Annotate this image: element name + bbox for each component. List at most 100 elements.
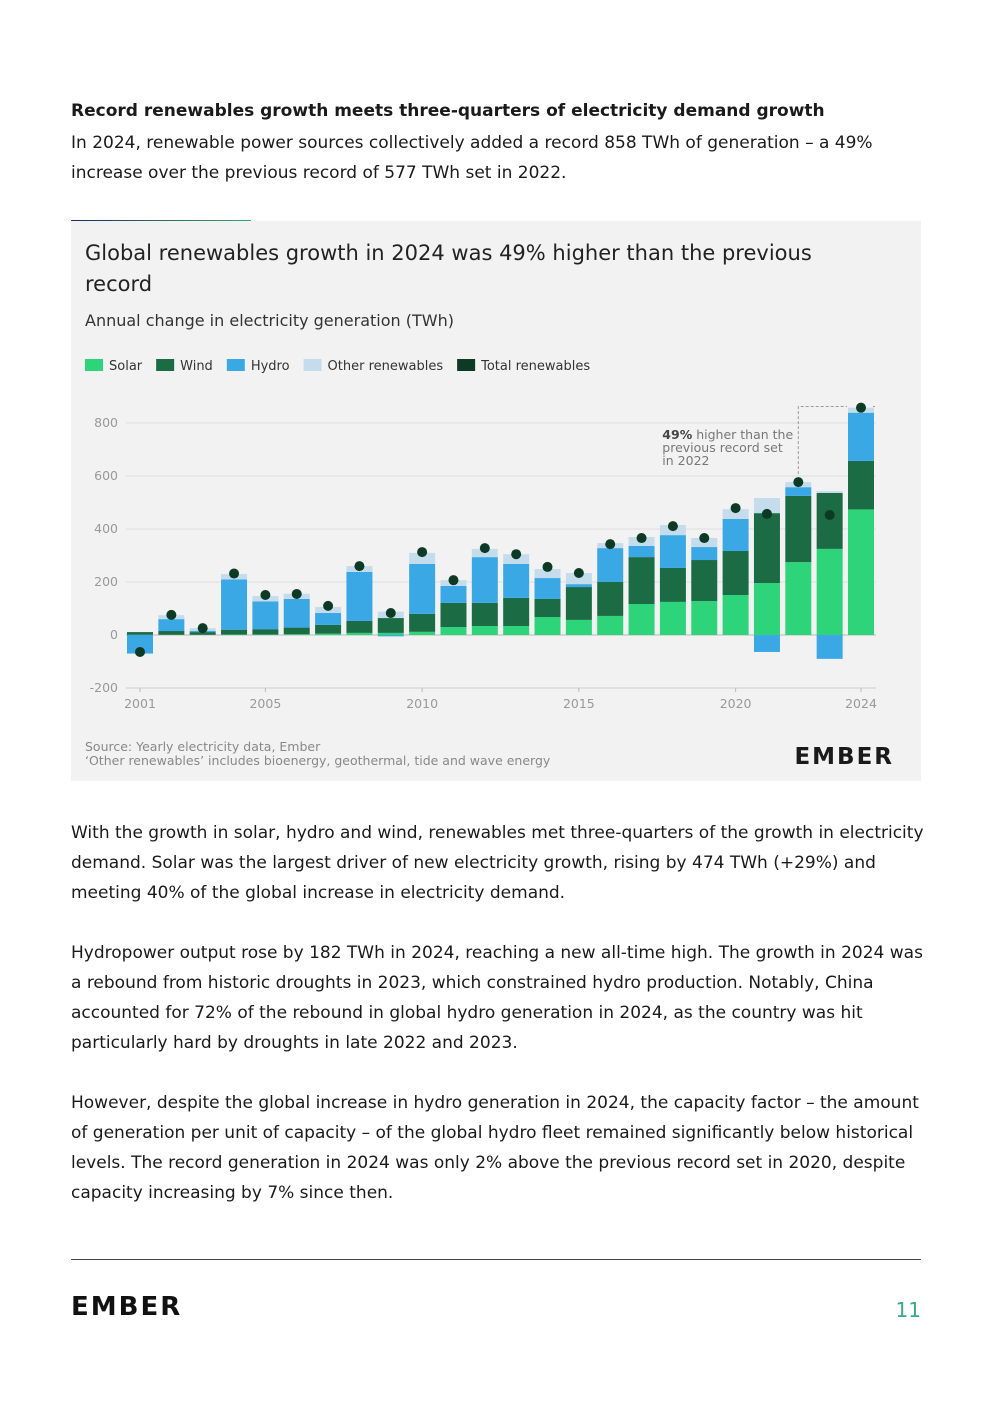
total-dot — [856, 402, 866, 413]
bar-segment — [753, 635, 780, 652]
bar-segment — [189, 632, 216, 635]
bar-segment — [158, 619, 185, 632]
bar-segment — [534, 569, 561, 579]
bar-segment — [659, 601, 686, 636]
total-dot — [448, 575, 459, 586]
bar-segment — [753, 498, 780, 514]
y-tick-label: 0 — [110, 627, 118, 642]
total-dot — [260, 590, 271, 601]
annotation-line: in 2022 — [662, 453, 709, 468]
total-dot — [385, 608, 396, 619]
bar-segment — [691, 560, 718, 602]
bar-segment — [252, 634, 279, 636]
total-dot — [824, 509, 835, 520]
total-dot — [197, 623, 208, 634]
x-tick-label: 2020 — [720, 696, 752, 711]
total-dot — [667, 521, 678, 532]
bar-segment — [377, 632, 404, 636]
bar-segment — [597, 615, 624, 636]
total-dot — [229, 568, 240, 579]
bar-segment — [565, 584, 592, 588]
bar-segment — [722, 551, 749, 596]
bar-segment — [315, 633, 342, 636]
bar-segment — [315, 613, 342, 625]
bar-segment — [471, 602, 498, 627]
x-tick-label: 2010 — [406, 696, 438, 711]
bar-segment — [753, 583, 780, 636]
bar-segment — [158, 631, 185, 635]
total-dot — [542, 561, 553, 572]
bar-segment — [722, 595, 749, 636]
bar-segment — [346, 632, 373, 636]
legend-label: Total renewables — [480, 359, 590, 374]
bar-segment — [816, 635, 843, 659]
legend-label: Other renewables — [328, 359, 444, 374]
bar-segment — [534, 616, 561, 636]
bar-segment — [377, 635, 404, 637]
total-dot — [511, 549, 522, 560]
annotation-bracket — [797, 406, 875, 475]
bar-segment — [503, 597, 530, 627]
total-dot — [699, 533, 710, 544]
bar-segment — [221, 629, 248, 635]
bar-segment — [848, 412, 874, 461]
bar-segment — [283, 634, 310, 636]
heading: Record renewables growth meets three-qua… — [71, 101, 825, 121]
chart-subtitle: Annual change in electricity generation … — [85, 311, 454, 330]
bar-segment — [377, 618, 404, 633]
bar-segment — [534, 598, 561, 617]
total-dot — [761, 508, 772, 519]
bar-segment — [409, 564, 436, 614]
bar-segment — [785, 495, 812, 563]
source-note: Source: Yearly electricity data, Ember — [85, 739, 321, 754]
bar-segment — [440, 585, 467, 603]
bar-segment — [409, 631, 436, 636]
chart: Global renewables growth in 2024 was 49%… — [85, 241, 894, 770]
bar-segment — [628, 604, 655, 636]
bar-segment — [534, 578, 561, 599]
legend-label: Solar — [109, 359, 143, 374]
y-tick-label: 600 — [94, 468, 118, 483]
total-dot — [605, 539, 616, 550]
x-tick-label: 2015 — [563, 696, 595, 711]
y-tick-label: -200 — [90, 680, 118, 695]
bar-segment — [283, 627, 310, 635]
bar-segment — [127, 632, 153, 635]
bar-segment — [691, 601, 718, 636]
bar-segment — [409, 552, 436, 565]
legend-label: Hydro — [251, 359, 290, 374]
total-dot — [166, 609, 177, 620]
bar-segment — [565, 573, 592, 585]
bar-segment — [628, 545, 655, 558]
paragraph: Hydropower output rose by 182 TWh in 202… — [71, 943, 923, 1053]
bar-segment — [722, 509, 749, 519]
bar-segment — [221, 579, 248, 630]
y-tick-label: 400 — [94, 521, 118, 536]
bar-segment — [315, 624, 342, 634]
bar-segment — [471, 626, 498, 636]
legend-label: Wind — [180, 359, 213, 374]
bar-segment — [785, 562, 812, 636]
x-tick-label: 2001 — [124, 696, 156, 711]
total-dot — [135, 646, 145, 657]
chart-logo: EMBER — [794, 744, 894, 770]
legend-swatch — [303, 359, 322, 371]
total-dot — [354, 561, 365, 572]
bar-segment — [346, 571, 373, 621]
bar-segment — [221, 634, 248, 636]
bar-segment — [252, 629, 279, 635]
source-note: ‘Other renewables’ includes bioenergy, g… — [85, 753, 551, 768]
total-dot — [636, 533, 647, 544]
bar-segment — [659, 567, 686, 602]
annotation-line: higher than the — [696, 427, 793, 442]
bar-segment — [503, 564, 530, 598]
bar-segment — [753, 513, 780, 584]
legend-swatch — [85, 359, 103, 371]
bar-segment — [816, 491, 843, 493]
y-tick-label: 800 — [94, 415, 118, 430]
bar-segment — [440, 602, 467, 628]
page-number: 11 — [895, 1298, 921, 1322]
total-dot — [573, 568, 584, 579]
legend-swatch — [156, 359, 175, 371]
bar-segment — [691, 547, 718, 561]
